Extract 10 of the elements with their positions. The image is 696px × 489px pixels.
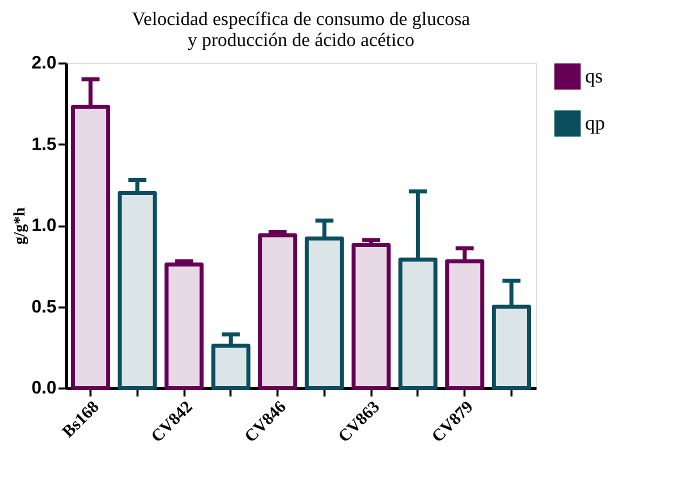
text: Velocidad específica de consumo de glucosa bbox=[132, 9, 470, 30]
y-tick-label: 0.0 bbox=[31, 378, 56, 398]
y-tick-label: 2.0 bbox=[31, 52, 56, 72]
text: y producción de ácido acético bbox=[188, 30, 414, 51]
y-tick-label: 1.0 bbox=[31, 215, 56, 235]
y-tick-label: 0.5 bbox=[31, 296, 56, 316]
y-axis-title: g/g*h bbox=[11, 207, 28, 245]
y-tick-label: 1.5 bbox=[31, 134, 56, 154]
legend-label: qs bbox=[585, 66, 603, 88]
legend-label: qp bbox=[585, 112, 605, 134]
